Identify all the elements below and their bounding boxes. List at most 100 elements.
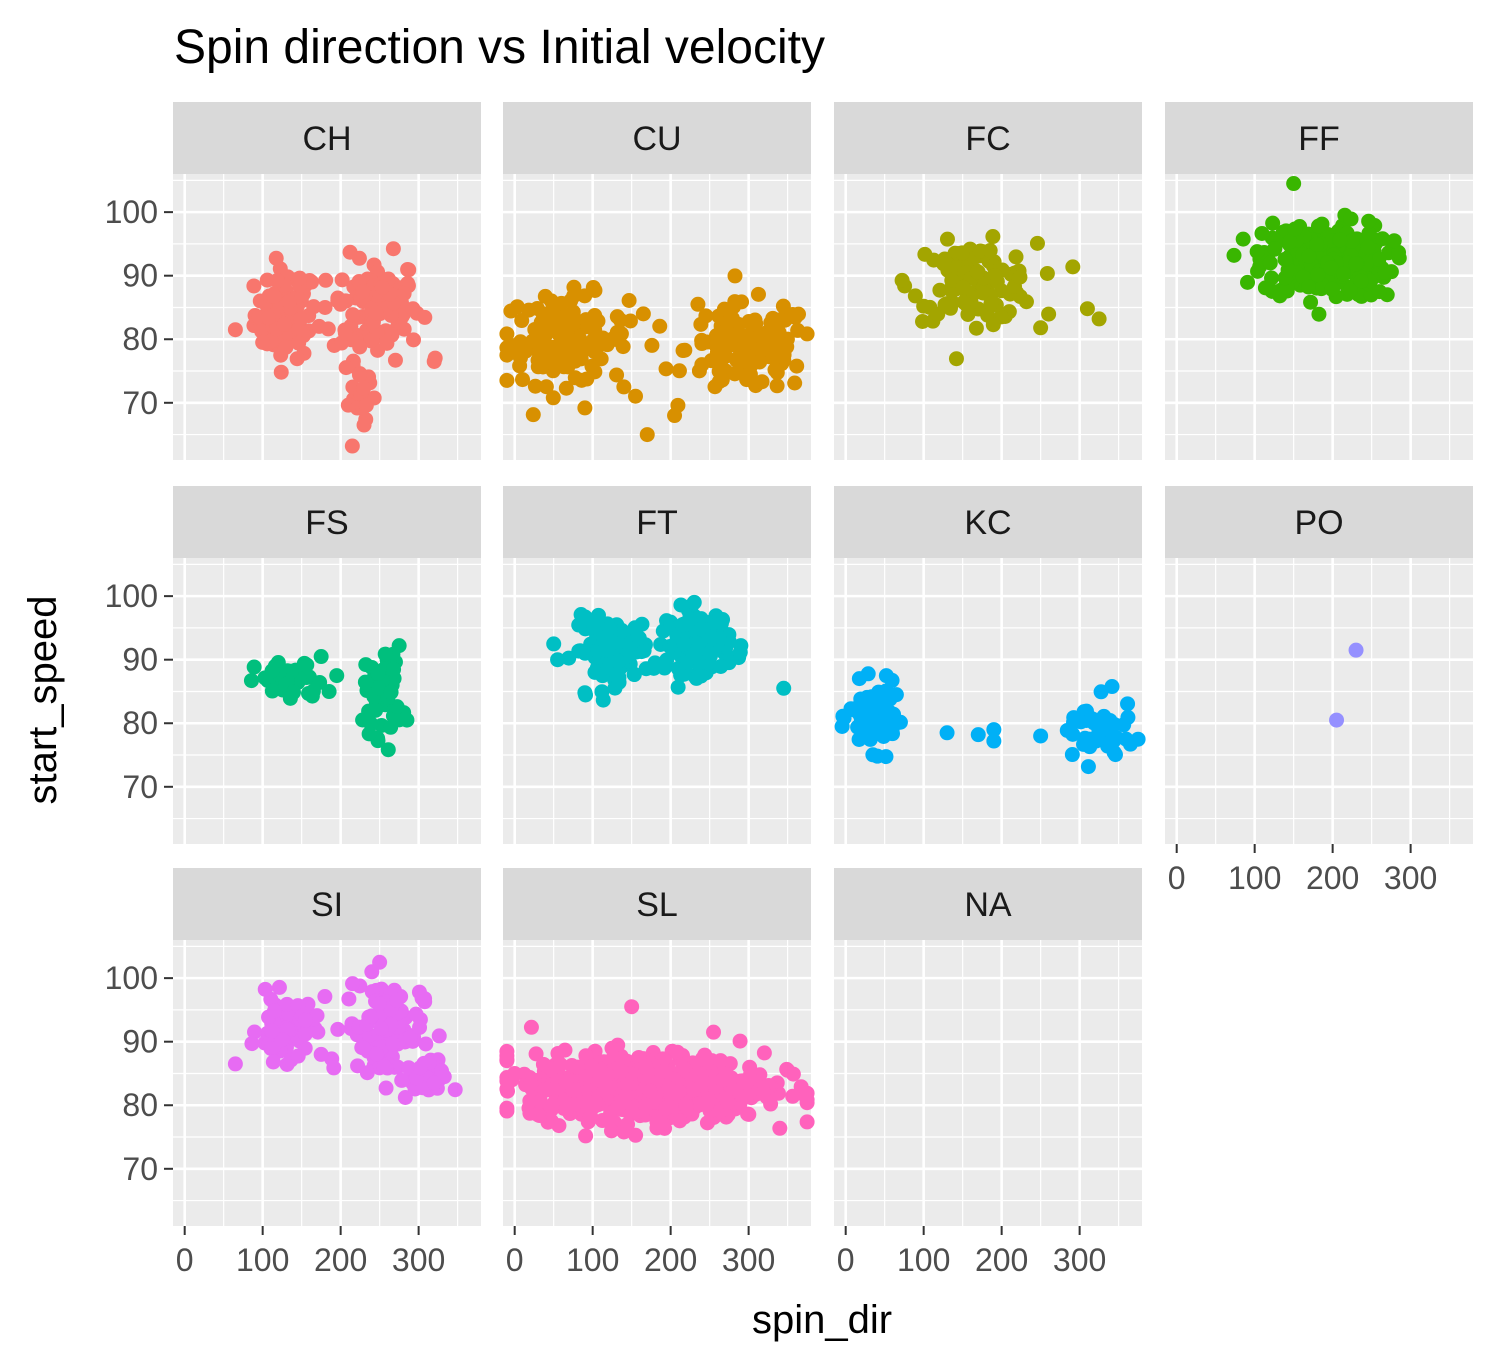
data-point	[602, 621, 618, 637]
data-point	[917, 246, 933, 262]
data-point	[551, 1118, 567, 1134]
data-point	[356, 1040, 372, 1056]
data-point	[985, 317, 1001, 333]
data-point	[377, 646, 393, 662]
data-point	[1065, 726, 1081, 742]
facet-strip	[173, 102, 481, 174]
data-point	[356, 380, 372, 396]
data-point	[1342, 282, 1358, 298]
data-point	[955, 279, 971, 295]
y-tick-label: 80	[122, 1087, 158, 1123]
facet-strip	[834, 486, 1142, 558]
x-tick-label: 0	[506, 1242, 524, 1278]
data-point	[401, 1060, 417, 1076]
data-point	[1329, 712, 1345, 728]
data-point	[636, 643, 652, 659]
facet-strip-label: CH	[302, 120, 351, 158]
data-point	[508, 345, 524, 361]
data-point	[285, 684, 301, 700]
data-point	[1348, 642, 1364, 658]
data-point	[263, 1040, 279, 1056]
data-point	[503, 303, 519, 319]
data-point	[969, 264, 985, 280]
data-point	[246, 659, 262, 675]
y-tick-label: 100	[105, 194, 158, 230]
data-point	[884, 672, 900, 688]
data-point	[320, 321, 336, 337]
data-point	[278, 339, 294, 355]
data-point	[1336, 266, 1352, 282]
data-point	[380, 742, 396, 758]
data-point	[1282, 234, 1298, 250]
data-point	[939, 725, 955, 741]
data-point	[304, 688, 320, 704]
data-point	[570, 1059, 586, 1075]
data-point	[611, 674, 627, 690]
data-point	[276, 316, 292, 332]
data-point	[1311, 306, 1327, 322]
data-point	[1267, 241, 1283, 257]
data-point	[1080, 759, 1096, 775]
data-point	[385, 1036, 401, 1052]
data-point	[609, 367, 625, 383]
data-point	[851, 671, 867, 687]
data-point	[266, 1003, 282, 1019]
data-point	[333, 296, 349, 312]
data-point	[257, 981, 273, 997]
data-point	[279, 996, 295, 1012]
data-point	[338, 360, 354, 376]
data-point	[385, 241, 401, 257]
data-point	[1310, 218, 1326, 234]
data-point	[673, 667, 689, 683]
data-point	[389, 992, 405, 1008]
data-point	[1012, 269, 1028, 285]
data-point	[771, 324, 787, 340]
data-point	[1361, 225, 1377, 241]
panel-background	[503, 558, 811, 844]
data-point	[604, 331, 620, 347]
data-point	[1116, 717, 1132, 733]
data-point	[269, 273, 285, 289]
data-point	[780, 1062, 796, 1078]
data-point	[533, 1094, 549, 1110]
data-point	[351, 367, 367, 383]
data-point	[684, 649, 700, 665]
data-point	[956, 294, 972, 310]
data-point	[727, 294, 743, 310]
data-point	[799, 1095, 815, 1111]
data-point	[499, 1053, 515, 1069]
facet-strip-label: FF	[1298, 120, 1340, 158]
data-point	[358, 397, 374, 413]
data-point	[1287, 221, 1303, 237]
data-point	[764, 341, 780, 357]
data-point	[721, 313, 737, 329]
data-point	[647, 655, 663, 671]
data-point	[722, 337, 738, 353]
y-tick-label: 100	[105, 578, 158, 614]
data-point	[326, 1060, 342, 1076]
data-point	[937, 297, 953, 313]
data-point	[628, 388, 644, 404]
data-point	[1085, 711, 1101, 727]
facet-strip-label: FT	[636, 504, 678, 542]
facet-panel-na: NA 0 100 200 300	[834, 868, 1142, 1278]
data-point	[558, 1101, 574, 1117]
data-point	[290, 1048, 306, 1064]
data-point	[785, 1088, 801, 1104]
y-tick-label: 90	[122, 642, 158, 678]
data-point	[1254, 225, 1270, 241]
data-point	[954, 245, 970, 261]
data-point	[714, 372, 730, 388]
data-point	[732, 644, 748, 660]
data-point	[700, 1092, 716, 1108]
data-point	[341, 991, 357, 1007]
data-point	[244, 1036, 260, 1052]
data-point	[291, 335, 307, 351]
y-axis-title: start_speed	[21, 595, 65, 804]
data-point	[628, 1127, 644, 1143]
data-point	[271, 979, 287, 995]
x-tick-label: 100	[566, 1242, 619, 1278]
data-point	[402, 1029, 418, 1045]
data-point	[732, 1033, 748, 1049]
